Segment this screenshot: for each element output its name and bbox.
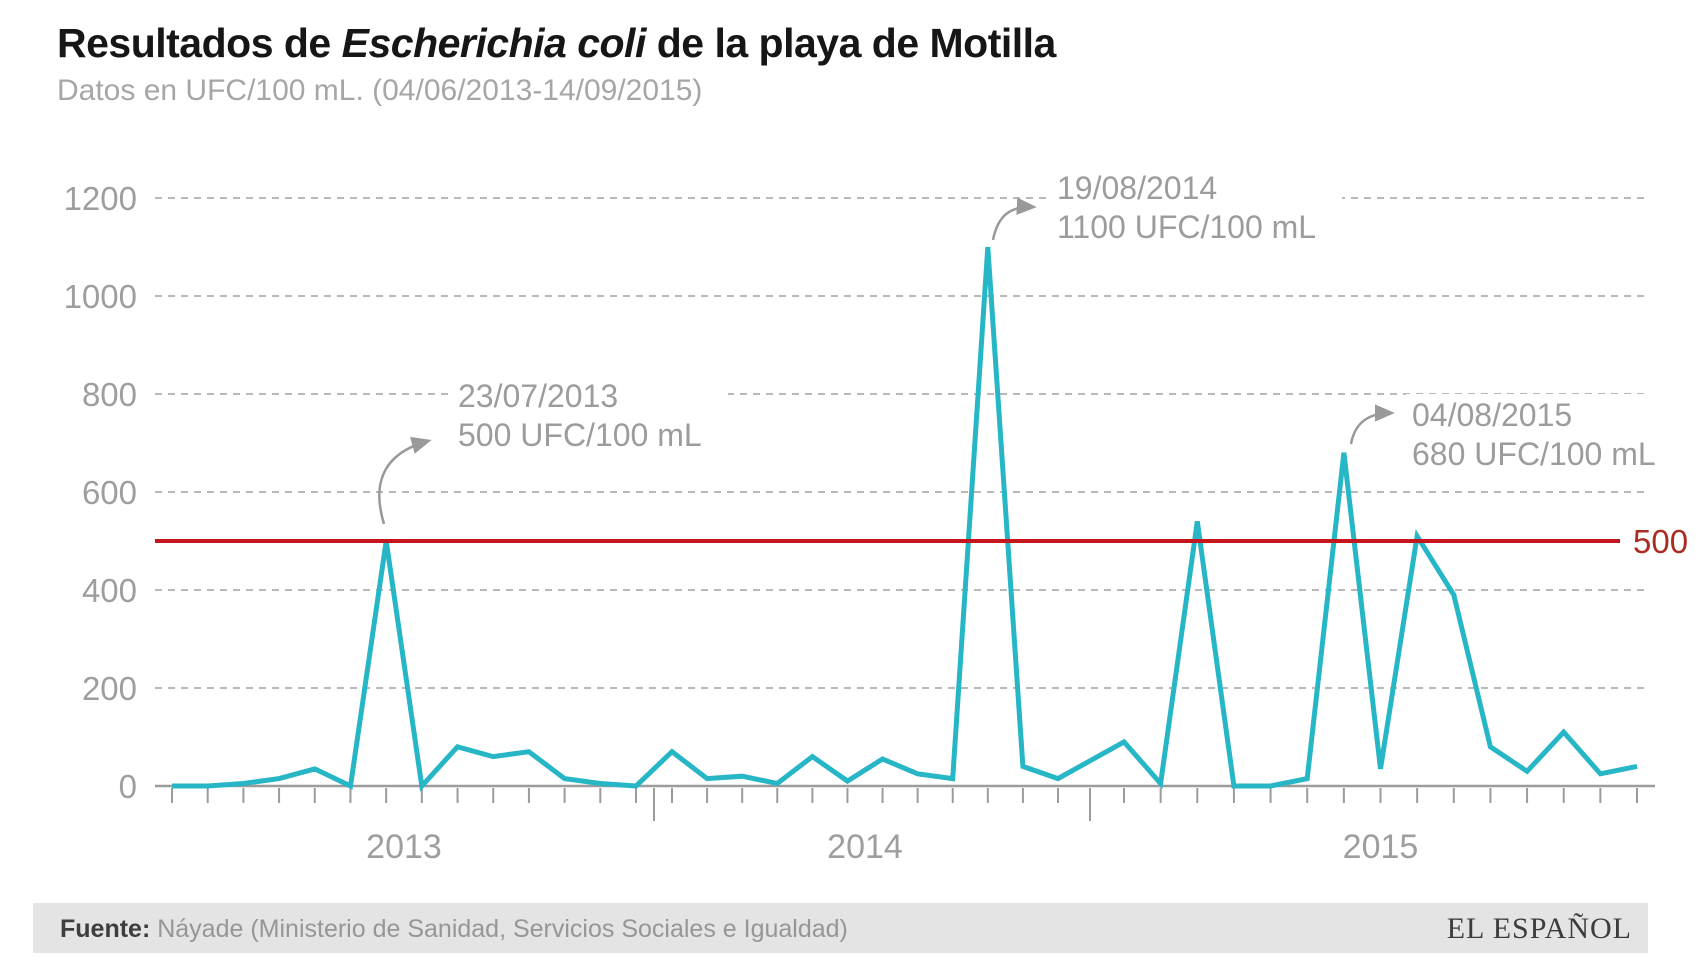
svg-text:400: 400 (82, 572, 137, 609)
svg-text:200: 200 (82, 670, 137, 707)
annotation-arrows (378, 197, 1395, 525)
brand-logo: EL ESPAÑOL (1446, 912, 1632, 945)
gridlines (155, 197, 1650, 689)
svg-text:2013: 2013 (366, 828, 442, 866)
annotation-2014-date: 19/08/2014 (1057, 170, 1218, 206)
chart-subtitle: Datos en UFC/100 mL. (04/06/2013-14/09/2… (57, 74, 703, 107)
chart-title: Resultados de Escherichia coli de la pla… (57, 20, 1056, 67)
svg-text:800: 800 (82, 376, 137, 413)
svg-text:2014: 2014 (827, 828, 903, 866)
annotation-2013-date: 23/07/2013 (458, 378, 619, 414)
x-axis-ticks (171, 788, 1638, 821)
svg-text:1200: 1200 (64, 180, 137, 217)
annotation-2013: 23/07/2013 500 UFC/100 mL (452, 375, 728, 457)
year-labels: 2013 2014 2015 (366, 828, 1418, 866)
chart-title-suffix: de la playa de Motilla (645, 20, 1057, 66)
y-axis-labels: 0 200 400 600 800 1000 1200 (64, 180, 137, 805)
source-label: Fuente: (60, 915, 151, 943)
annotation-2013-value: 500 UFC/100 mL (458, 417, 702, 453)
svg-text:2015: 2015 (1343, 828, 1419, 866)
annotation-2014-value: 1100 UFC/100 mL (1057, 209, 1317, 245)
annotation-2015: 04/08/2015 680 UFC/100 mL (1406, 394, 1682, 476)
chart-title-prefix: Resultados de (57, 20, 342, 66)
threshold-line: 500 (155, 523, 1688, 560)
svg-text:500: 500 (1633, 523, 1688, 560)
svg-text:600: 600 (82, 474, 137, 511)
source-detail: Náyade (Ministerio de Sanidad, Servicios… (150, 915, 848, 943)
source-text: Fuente: Náyade (Ministerio de Sanidad, S… (60, 915, 848, 944)
footer: Fuente: Náyade (Ministerio de Sanidad, S… (33, 903, 1648, 953)
annotation-2015-date: 04/08/2015 (1412, 397, 1573, 433)
annotation-2015-value: 680 UFC/100 mL (1412, 436, 1656, 472)
data-line (172, 246, 1638, 792)
chart-title-species: Escherichia coli (341, 20, 647, 66)
annotation-2014: 19/08/2014 1100 UFC/100 mL (1051, 167, 1343, 249)
svg-text:0: 0 (119, 768, 137, 805)
svg-text:1000: 1000 (64, 278, 137, 315)
